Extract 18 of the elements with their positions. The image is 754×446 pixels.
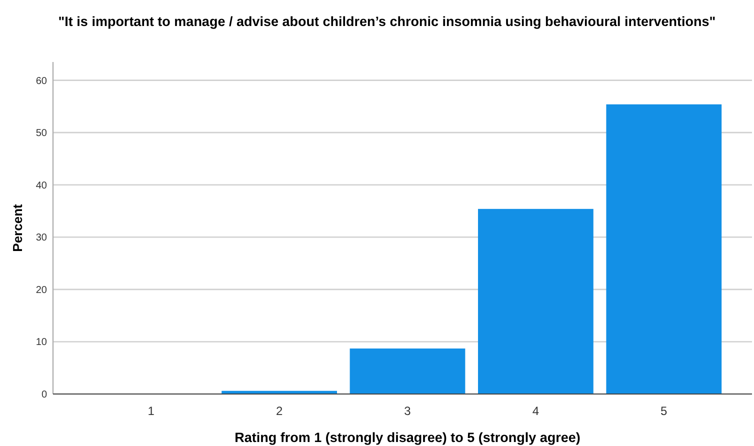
bar bbox=[606, 104, 722, 394]
y-tick-label: 0 bbox=[41, 390, 48, 400]
y-tick-label: 50 bbox=[36, 128, 48, 140]
x-tick-label: 2 bbox=[276, 404, 283, 418]
x-axis-title: Rating from 1 (strongly disagree) to 5 (strongly agree) bbox=[234, 430, 580, 445]
y-axis-title: Percent bbox=[10, 203, 25, 252]
x-tick-label: 1 bbox=[148, 404, 155, 418]
y-tick-label: 10 bbox=[36, 337, 48, 348]
y-tick-label: 40 bbox=[36, 180, 48, 192]
x-tick-label: 5 bbox=[660, 404, 668, 418]
bar bbox=[350, 348, 466, 394]
x-tick-label: 3 bbox=[404, 404, 412, 418]
bar bbox=[478, 208, 594, 394]
x-tick-label: 4 bbox=[532, 404, 540, 418]
y-tick-label: 20 bbox=[36, 284, 48, 296]
chart-title: "It is important to manage / advise about children’s chronic insomnia using behavioural interventions" bbox=[58, 14, 716, 29]
y-tick-label: 30 bbox=[36, 232, 48, 244]
y-tick-label: 60 bbox=[36, 76, 48, 87]
